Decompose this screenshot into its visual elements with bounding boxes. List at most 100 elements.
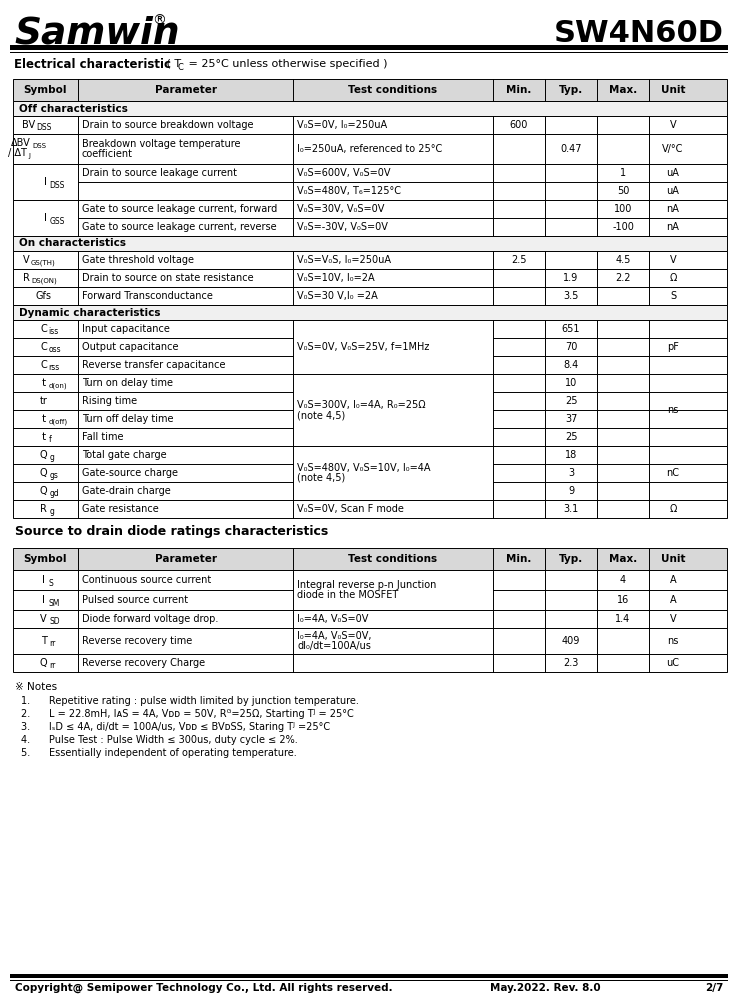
- Bar: [13, 320, 727, 374]
- Text: ΔBV: ΔBV: [11, 138, 31, 148]
- Text: oss: oss: [49, 346, 61, 355]
- Text: 2.      L = 22.8mH, IᴀS = 4A, Vᴅᴅ = 50V, Rᴳ=25Ω, Starting Tᴶ = 25°C: 2. L = 22.8mH, IᴀS = 4A, Vᴅᴅ = 50V, Rᴳ=2…: [21, 709, 354, 719]
- Text: V₀S=0V, I₀=250uA: V₀S=0V, I₀=250uA: [297, 120, 387, 130]
- Bar: [13, 134, 727, 164]
- Text: S: S: [670, 291, 676, 301]
- Bar: [13, 305, 727, 320]
- Text: uC: uC: [666, 658, 680, 668]
- Text: Typ.: Typ.: [559, 85, 583, 95]
- Text: Electrical characteristic: Electrical characteristic: [14, 57, 171, 70]
- Text: Gate-drain charge: Gate-drain charge: [82, 486, 170, 496]
- Text: rss: rss: [49, 363, 60, 372]
- Text: ®: ®: [152, 14, 166, 28]
- Text: R: R: [40, 504, 47, 514]
- Bar: [10, 980, 728, 981]
- Text: coefficient: coefficient: [82, 149, 133, 159]
- Text: Min.: Min.: [506, 554, 531, 564]
- Text: C: C: [40, 342, 47, 352]
- Text: Gate to source leakage current, reverse: Gate to source leakage current, reverse: [82, 222, 277, 232]
- Text: 2.5: 2.5: [511, 255, 527, 265]
- Text: nC: nC: [666, 468, 680, 478]
- Text: 25: 25: [565, 396, 577, 406]
- Text: Turn off delay time: Turn off delay time: [82, 414, 173, 424]
- Text: I₀=4A, V₀S=0V: I₀=4A, V₀S=0V: [297, 614, 368, 624]
- Text: 50: 50: [617, 186, 630, 196]
- Text: V₀S=0V, V₀S=25V, f=1MHz: V₀S=0V, V₀S=25V, f=1MHz: [297, 342, 430, 352]
- Text: Test conditions: Test conditions: [348, 85, 438, 95]
- Text: Drain to source breakdown voltage: Drain to source breakdown voltage: [82, 120, 253, 130]
- Text: g: g: [49, 508, 55, 516]
- Text: Dynamic characteristics: Dynamic characteristics: [19, 308, 160, 318]
- Text: Q: Q: [40, 658, 47, 668]
- Text: V₀S=480V, T₆=125°C: V₀S=480V, T₆=125°C: [297, 186, 401, 196]
- Text: 8.4: 8.4: [563, 360, 579, 370]
- Text: Reverse transfer capacitance: Reverse transfer capacitance: [82, 360, 226, 370]
- Bar: [13, 101, 727, 116]
- Text: Gate resistance: Gate resistance: [82, 504, 159, 514]
- Text: ns: ns: [667, 405, 679, 415]
- Text: V₀S=30 V,I₀ =2A: V₀S=30 V,I₀ =2A: [297, 291, 378, 301]
- Text: Rising time: Rising time: [82, 396, 137, 406]
- Text: SM: SM: [49, 598, 60, 607]
- Text: rr: rr: [49, 662, 56, 670]
- Text: ( T: ( T: [163, 59, 181, 69]
- Bar: [13, 251, 727, 269]
- Text: V: V: [669, 120, 676, 130]
- Text: Gfs: Gfs: [35, 291, 52, 301]
- Text: Symbol: Symbol: [24, 85, 67, 95]
- Text: Q: Q: [40, 468, 47, 478]
- Text: Fall time: Fall time: [82, 432, 123, 442]
- Text: I: I: [44, 177, 47, 187]
- Text: Diode forward voltage drop.: Diode forward voltage drop.: [82, 614, 218, 624]
- Text: iss: iss: [49, 328, 59, 336]
- Text: I: I: [42, 595, 45, 605]
- Text: Max.: Max.: [609, 85, 637, 95]
- Text: V₀S=480V, V₀S=10V, I₀=4A: V₀S=480V, V₀S=10V, I₀=4A: [297, 463, 430, 473]
- Text: Off characteristics: Off characteristics: [19, 104, 128, 113]
- Text: 1.4: 1.4: [615, 614, 631, 624]
- Bar: [13, 236, 727, 251]
- Text: Unit: Unit: [661, 554, 686, 564]
- Bar: [13, 116, 727, 134]
- Text: 2.2: 2.2: [615, 273, 631, 283]
- Text: 16: 16: [617, 595, 629, 605]
- Text: (note 4,5): (note 4,5): [297, 473, 345, 483]
- Text: 4.5: 4.5: [615, 255, 631, 265]
- Text: Turn on delay time: Turn on delay time: [82, 378, 173, 388]
- Text: rr: rr: [49, 640, 56, 648]
- Text: Ω: Ω: [669, 273, 677, 283]
- Text: Continuous source current: Continuous source current: [82, 575, 211, 585]
- Text: I: I: [44, 213, 47, 223]
- Text: C: C: [40, 360, 47, 370]
- Text: 3.      IₛD ≤ 4A, di/dt = 100A/us, Vᴅᴅ ≤ BVᴅSS, Staring Tᴶ =25°C: 3. IₛD ≤ 4A, di/dt = 100A/us, Vᴅᴅ ≤ BVᴅS…: [21, 722, 330, 732]
- Text: 100: 100: [614, 204, 632, 214]
- Text: g: g: [49, 454, 55, 462]
- Text: -100: -100: [612, 222, 634, 232]
- Text: I: I: [42, 575, 45, 585]
- Text: 651: 651: [562, 324, 580, 334]
- Text: tr: tr: [40, 396, 47, 406]
- Text: Forward Transconductance: Forward Transconductance: [82, 291, 213, 301]
- Text: Drain to source leakage current: Drain to source leakage current: [82, 168, 237, 178]
- Text: C: C: [40, 324, 47, 334]
- Text: 409: 409: [562, 636, 580, 646]
- Text: DSS: DSS: [36, 123, 52, 132]
- Text: Gate to source leakage current, forward: Gate to source leakage current, forward: [82, 204, 277, 214]
- Bar: [13, 610, 727, 628]
- Text: 4: 4: [620, 575, 626, 585]
- Text: Ω: Ω: [669, 504, 677, 514]
- Text: t: t: [41, 414, 46, 424]
- Text: I₀=250uA, referenced to 25°C: I₀=250uA, referenced to 25°C: [297, 144, 442, 154]
- Bar: [13, 79, 727, 101]
- Text: SD: SD: [49, 617, 60, 626]
- Bar: [10, 974, 728, 978]
- Bar: [13, 628, 727, 654]
- Text: V₀S=10V, I₀=2A: V₀S=10V, I₀=2A: [297, 273, 375, 283]
- Text: Total gate charge: Total gate charge: [82, 450, 167, 460]
- Text: = 25°C unless otherwise specified ): = 25°C unless otherwise specified ): [185, 59, 387, 69]
- Text: gd: gd: [49, 489, 59, 498]
- Text: Drain to source on state resistance: Drain to source on state resistance: [82, 273, 254, 283]
- Bar: [13, 548, 727, 570]
- Text: GS(TH): GS(TH): [31, 260, 56, 266]
- Text: Min.: Min.: [506, 85, 531, 95]
